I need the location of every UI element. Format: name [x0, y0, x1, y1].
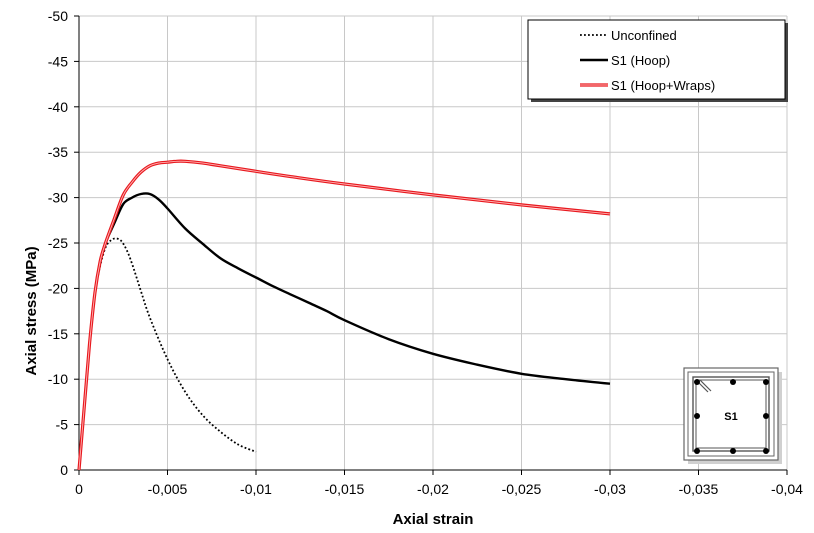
- inset-wrap: [687, 371, 775, 457]
- rebar-dot: [694, 413, 700, 419]
- rebar-dot: [694, 379, 700, 385]
- cross-section-inset: S1: [683, 367, 782, 464]
- x-tick-label: -0,02: [417, 481, 449, 497]
- rebar-dot: [730, 448, 736, 454]
- y-tick-label: -15: [48, 326, 68, 342]
- legend: Unconfined S1 (Hoop) S1 (Hoop+Wraps): [527, 19, 788, 102]
- y-tick-label: -25: [48, 235, 68, 251]
- x-tick-label: -0,04: [771, 481, 803, 497]
- y-tick-label: -40: [48, 99, 68, 115]
- rebar-dot: [763, 413, 769, 419]
- rebar-dot: [730, 379, 736, 385]
- x-tick-label: -0,015: [325, 481, 365, 497]
- x-tick-label: -0,03: [594, 481, 626, 497]
- y-tick-label: -35: [48, 144, 68, 160]
- axes: [74, 15, 788, 475]
- legend-box: [527, 19, 786, 100]
- legend-label-hoop: S1 (Hoop): [611, 53, 670, 68]
- legend-label-hoop-wraps: S1 (Hoop+Wraps): [611, 78, 715, 93]
- y-axis-title: Axial stress (MPa): [23, 246, 40, 375]
- y-tick-label: -20: [48, 280, 68, 296]
- x-tick-label: -0,005: [148, 481, 188, 497]
- rebar-dot: [694, 448, 700, 454]
- y-tick-label: -5: [56, 417, 69, 433]
- series-group: [77, 159, 611, 471]
- inset-label: S1: [724, 411, 737, 423]
- x-tick-label: 0: [75, 481, 83, 497]
- x-tick-label: -0,035: [679, 481, 719, 497]
- y-tick-label: -10: [48, 371, 68, 387]
- series-line-inner-s1-hoop-wraps: [78, 160, 611, 471]
- inset-hook-2: [699, 379, 712, 392]
- rebar-dot: [763, 379, 769, 385]
- x-axis-title: Axial strain: [393, 511, 474, 528]
- rebar-dot: [763, 448, 769, 454]
- y-tick-labels: 0 -5 -10 -15 -20 -25 -30 -35 -40 -45 -50: [48, 8, 68, 478]
- x-tick-labels: 0 -0,005 -0,01 -0,015 -0,02 -0,025 -0,03 -0,035…: [75, 481, 803, 497]
- y-tick-label: 0: [60, 462, 68, 478]
- y-tick-label: -45: [48, 53, 68, 69]
- x-tick-label: -0,01: [240, 481, 272, 497]
- y-tick-label: -30: [48, 190, 68, 206]
- legend-label-unconfined: Unconfined: [611, 28, 677, 43]
- x-tick-label: -0,025: [502, 481, 542, 497]
- y-tick-label: -50: [48, 8, 68, 24]
